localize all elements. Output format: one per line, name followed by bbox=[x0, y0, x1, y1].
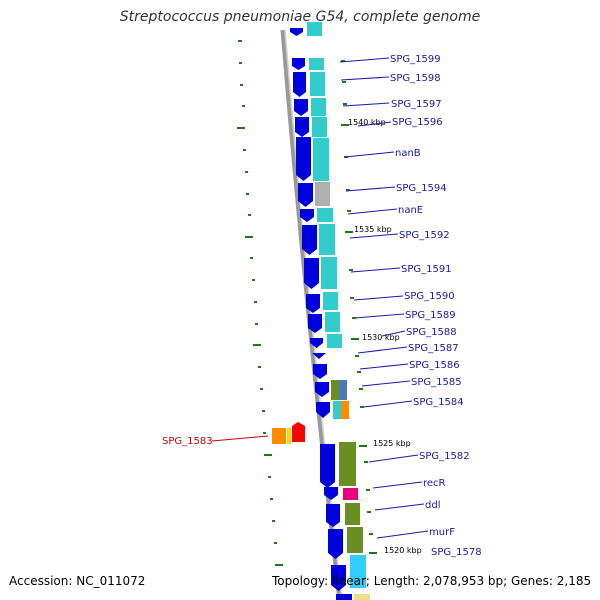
gene-label-spg1589[interactable]: SPG_1589 bbox=[405, 310, 456, 321]
gene-label-spg1597[interactable]: SPG_1597 bbox=[391, 99, 442, 110]
gene-arrow bbox=[308, 314, 322, 333]
gene-label-spg1596[interactable]: SPG_1596 bbox=[392, 117, 443, 128]
gene-arrow bbox=[294, 99, 308, 116]
gene-arrow bbox=[295, 117, 309, 137]
gene-arrow bbox=[296, 137, 311, 181]
label-connector-red bbox=[211, 435, 269, 442]
gene-label-murf[interactable]: murF bbox=[429, 527, 455, 538]
gene-label-ddl[interactable]: ddl bbox=[425, 500, 440, 511]
gene-label-spg1586[interactable]: SPG_1586 bbox=[409, 360, 460, 371]
gene-labels: SPG_1599 SPG_1598 SPG_1597 SPG_1596 nanB… bbox=[390, 54, 482, 558]
genome-summary-text: Topology: linear; Length: 2,078,953 bp; … bbox=[272, 574, 592, 588]
gene-arrow bbox=[290, 28, 303, 36]
scale-ticks bbox=[341, 60, 377, 554]
gene-label-spg1585[interactable]: SPG_1585 bbox=[411, 377, 462, 388]
gc-skew-track bbox=[237, 40, 283, 566]
gene-label-spg1598[interactable]: SPG_1598 bbox=[390, 73, 441, 84]
gene-label-spg1588[interactable]: SPG_1588 bbox=[406, 327, 457, 338]
gene-arrows bbox=[290, 28, 352, 600]
gene-label-spg1599[interactable]: SPG_1599 bbox=[390, 54, 441, 65]
gene-arrow bbox=[320, 444, 335, 488]
accession-text: Accession: NC_011072 bbox=[9, 574, 146, 588]
gene-arrow bbox=[336, 594, 352, 600]
label-connectors bbox=[339, 57, 429, 539]
gene-arrow bbox=[302, 225, 317, 255]
gene-label-spg1587[interactable]: SPG_1587 bbox=[408, 343, 459, 354]
tick-label: 1520 kbp bbox=[384, 546, 422, 555]
gene-label-recr[interactable]: recR bbox=[423, 478, 446, 489]
gene-arrow bbox=[313, 364, 327, 379]
gene-arrow bbox=[310, 338, 323, 348]
tick-label: 1525 kbp bbox=[373, 439, 411, 448]
gene-arrow bbox=[306, 294, 320, 313]
gene-arrow bbox=[315, 382, 329, 397]
tick-label: 1530 kbp bbox=[362, 333, 400, 342]
gene-arrow bbox=[328, 529, 343, 559]
gene-arrow bbox=[331, 565, 346, 591]
scale-tick-labels: 1540 kbp 1535 kbp 1530 kbp 1525 kbp 1520… bbox=[348, 118, 422, 555]
gene-arrow bbox=[298, 183, 313, 207]
tick-label: 1540 kbp bbox=[348, 118, 386, 127]
gene-label-nanb[interactable]: nanB bbox=[395, 148, 421, 159]
gene-label-spg1592[interactable]: SPG_1592 bbox=[399, 230, 450, 241]
gene-label-spg1578[interactable]: SPG_1578 bbox=[431, 547, 482, 558]
gene-label-spg1583[interactable]: SPG_1583 bbox=[162, 436, 213, 447]
gene-label-spg1591[interactable]: SPG_1591 bbox=[401, 264, 452, 275]
gene-arrow bbox=[326, 504, 340, 527]
gene-arrow bbox=[312, 353, 326, 359]
gene-label-spg1590[interactable]: SPG_1590 bbox=[404, 291, 455, 302]
gene-label-spg1594[interactable]: SPG_1594 bbox=[396, 183, 447, 194]
category-track bbox=[307, 22, 370, 600]
gene-label-spg1584[interactable]: SPG_1584 bbox=[413, 397, 464, 408]
gene-arrow bbox=[304, 258, 319, 289]
gene-arrow bbox=[292, 58, 305, 70]
gene-arrow bbox=[316, 402, 330, 418]
reverse-gene-spg1583 bbox=[272, 422, 305, 444]
gene-arrow bbox=[324, 487, 338, 500]
tick-label: 1535 kbp bbox=[354, 225, 392, 234]
gene-arrow bbox=[293, 72, 306, 97]
map-title: Streptococcus pneumoniae G54, complete g… bbox=[119, 9, 481, 25]
gene-label-nane[interactable]: nanE bbox=[398, 205, 423, 216]
gene-label-spg1582[interactable]: SPG_1582 bbox=[419, 451, 470, 462]
gene-arrow bbox=[300, 209, 314, 222]
